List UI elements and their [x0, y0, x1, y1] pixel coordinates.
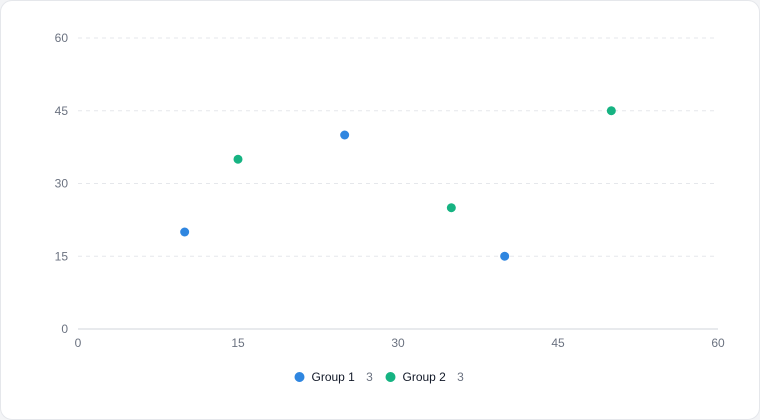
x-tick-label: 60: [711, 336, 725, 350]
legend-count: 3: [366, 370, 373, 384]
y-tick-label: 0: [61, 322, 68, 336]
data-point-series-2[interactable]: [606, 106, 616, 116]
legend-label: Group 2: [403, 370, 447, 384]
data-point-series-2[interactable]: [233, 154, 243, 164]
y-tick-label: 30: [55, 177, 69, 191]
x-tick-label: 45: [551, 336, 565, 350]
x-tick-label: 30: [391, 336, 405, 350]
legend: Group 1 3 Group 2 3: [294, 370, 465, 384]
x-tick-label: 0: [75, 336, 82, 350]
data-point-series-1[interactable]: [180, 227, 190, 237]
legend-item-series-1[interactable]: Group 1 3: [294, 370, 374, 384]
y-axis-ticks: 0 15 30 45 60: [55, 31, 69, 336]
y-tick-label: 60: [55, 31, 69, 45]
data-point-series-1[interactable]: [500, 251, 510, 261]
data-point-series-2[interactable]: [446, 203, 456, 213]
legend-label: Group 1: [312, 370, 356, 384]
grid-lines: [78, 37, 718, 257]
legend-count: 3: [457, 370, 464, 384]
legend-marker: [385, 372, 396, 382]
x-tick-label: 15: [231, 336, 245, 350]
x-axis-ticks: 0 15 30 45 60: [75, 336, 725, 350]
data-points: [180, 106, 616, 261]
legend-marker: [294, 372, 305, 382]
y-tick-label: 15: [55, 249, 69, 263]
legend-item-series-2[interactable]: Group 2 3: [385, 370, 465, 384]
data-point-series-1[interactable]: [340, 130, 350, 140]
y-tick-label: 45: [55, 104, 69, 118]
